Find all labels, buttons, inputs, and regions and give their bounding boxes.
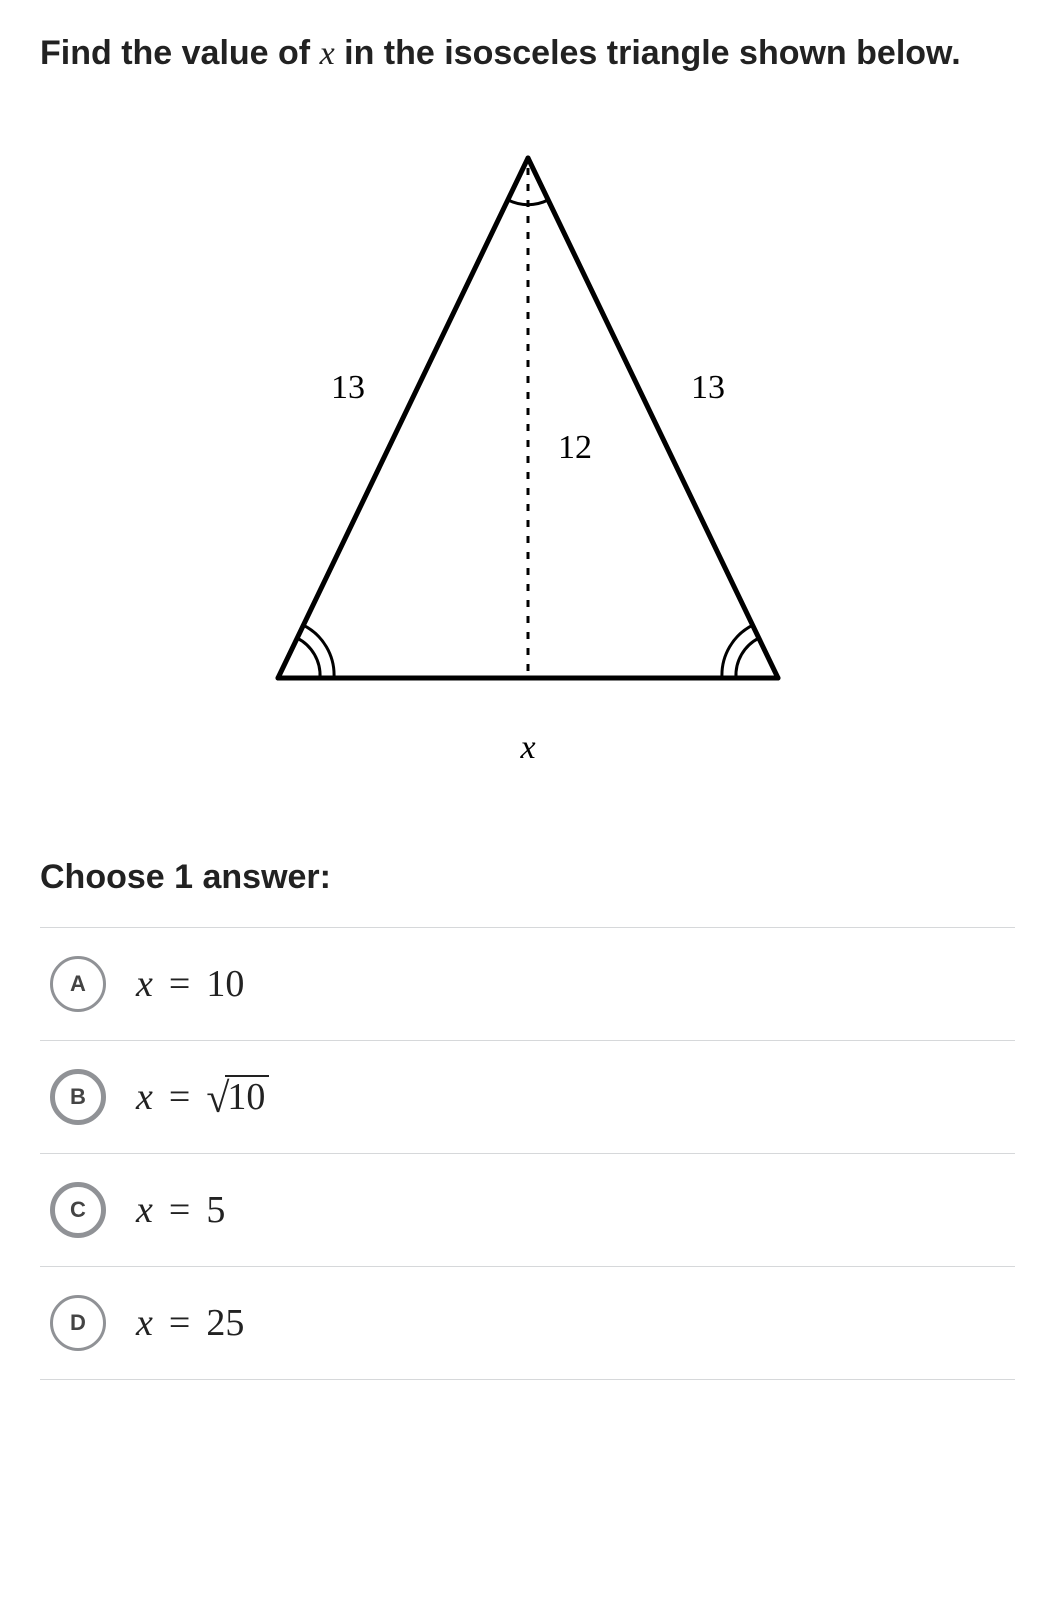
option-a-var: x bbox=[136, 962, 153, 1006]
option-a-radio[interactable]: A bbox=[50, 956, 106, 1012]
equals-sign: = bbox=[169, 1075, 190, 1119]
option-c-radio[interactable]: C bbox=[50, 1182, 106, 1238]
triangle-svg: 13 13 12 x bbox=[208, 118, 848, 798]
equals-sign: = bbox=[169, 962, 190, 1006]
option-c-value: 5 bbox=[206, 1188, 225, 1232]
right-base-angle-arc1 bbox=[735, 638, 758, 678]
option-b-radio[interactable]: B bbox=[50, 1069, 106, 1125]
triangle-figure: 13 13 12 x bbox=[40, 118, 1015, 798]
choose-one-label: Choose 1 answer: bbox=[40, 858, 1015, 897]
option-c-text: x = 5 bbox=[136, 1188, 225, 1232]
option-d-text: x = 25 bbox=[136, 1301, 244, 1345]
option-a-text: x = 10 bbox=[136, 962, 244, 1006]
equals-sign: = bbox=[169, 1188, 190, 1232]
option-c-letter: C bbox=[70, 1197, 86, 1223]
option-d-radio[interactable]: D bbox=[50, 1295, 106, 1351]
right-side-label: 13 bbox=[691, 369, 725, 406]
option-a-value: 10 bbox=[206, 962, 244, 1006]
option-c[interactable]: C x = 5 bbox=[40, 1153, 1015, 1266]
left-side-label: 13 bbox=[331, 369, 365, 406]
option-d-value: 25 bbox=[206, 1301, 244, 1345]
option-d[interactable]: D x = 25 bbox=[40, 1266, 1015, 1380]
option-b-text: x = √ 10 bbox=[136, 1075, 269, 1119]
question-prefix: Find the value of bbox=[40, 34, 320, 72]
option-b-var: x bbox=[136, 1075, 153, 1119]
option-b[interactable]: B x = √ 10 bbox=[40, 1040, 1015, 1153]
question-text: Find the value of x in the isosceles tri… bbox=[40, 30, 1015, 78]
left-base-angle-arc1 bbox=[297, 638, 320, 678]
options-list: A x = 10 B x = √ 10 C bbox=[40, 927, 1015, 1380]
question-suffix: in the isosceles triangle shown below. bbox=[335, 34, 961, 72]
option-b-letter: B bbox=[70, 1084, 86, 1110]
question-container: Find the value of x in the isosceles tri… bbox=[0, 0, 1055, 1420]
base-label: x bbox=[519, 729, 535, 766]
sqrt-symbol: √ bbox=[206, 1078, 229, 1120]
sqrt-expression: √ 10 bbox=[206, 1075, 269, 1119]
option-d-letter: D bbox=[70, 1310, 86, 1336]
option-d-var: x bbox=[136, 1301, 153, 1345]
option-b-value: 10 bbox=[225, 1075, 269, 1119]
equals-sign: = bbox=[169, 1301, 190, 1345]
option-c-var: x bbox=[136, 1188, 153, 1232]
altitude-label: 12 bbox=[558, 429, 592, 466]
question-variable: x bbox=[320, 35, 335, 72]
option-a-letter: A bbox=[70, 971, 86, 997]
option-a[interactable]: A x = 10 bbox=[40, 927, 1015, 1040]
